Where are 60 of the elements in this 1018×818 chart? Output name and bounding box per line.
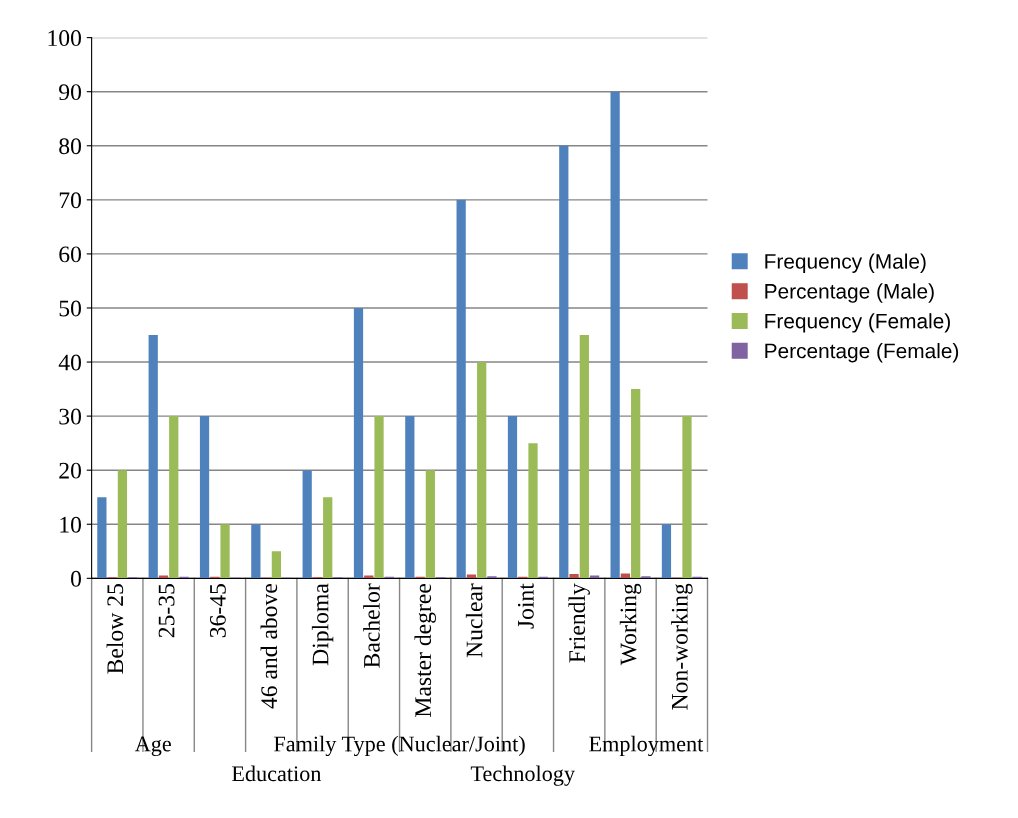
legend-label: Percentage (Female) bbox=[765, 343, 959, 363]
bar bbox=[559, 145, 569, 579]
text: Family Type (Nuclear/Joint) bbox=[274, 735, 525, 757]
legend-label: Percentage (Male) bbox=[765, 283, 934, 303]
bar bbox=[353, 307, 364, 579]
bar bbox=[425, 470, 435, 579]
bar bbox=[271, 551, 282, 579]
bar bbox=[631, 389, 641, 579]
bar bbox=[620, 573, 631, 579]
bar bbox=[323, 497, 333, 579]
y-tick-label: 20 bbox=[59, 462, 81, 479]
bar bbox=[148, 335, 158, 579]
bar bbox=[117, 470, 128, 579]
bar bbox=[199, 416, 210, 579]
bar bbox=[220, 524, 230, 579]
bar bbox=[251, 524, 261, 579]
y-tick-label: 30 bbox=[59, 408, 81, 425]
y-tick-label: 40 bbox=[58, 354, 81, 371]
x-tick-label: Non-working bbox=[671, 583, 693, 710]
y-tick-label: 90 bbox=[59, 84, 81, 101]
text: Age bbox=[134, 736, 171, 757]
y-tick-label: 100 bbox=[48, 30, 81, 47]
bar bbox=[507, 416, 518, 579]
x-tick-label: Master degree bbox=[414, 584, 436, 717]
x-tick-label: Diploma bbox=[311, 583, 334, 666]
bar bbox=[374, 416, 384, 579]
legend-label: Frequency (Female) bbox=[765, 313, 950, 333]
bar bbox=[97, 497, 107, 579]
bar bbox=[477, 362, 487, 579]
bar bbox=[487, 576, 497, 579]
y-tick-label: 60 bbox=[59, 246, 81, 263]
bar bbox=[528, 443, 538, 579]
bar bbox=[661, 524, 672, 579]
text: Education bbox=[231, 765, 322, 782]
x-tick-label: 25-35 bbox=[158, 584, 175, 638]
y-tick-label: 10 bbox=[60, 516, 81, 533]
y-tick-label: 80 bbox=[59, 138, 81, 155]
bar bbox=[641, 576, 651, 579]
bar bbox=[610, 91, 620, 579]
x-tick-label: 46 and above bbox=[260, 584, 278, 709]
bar bbox=[169, 416, 179, 579]
bar bbox=[579, 335, 589, 579]
bar bbox=[682, 416, 692, 579]
bar bbox=[405, 416, 415, 579]
x-tick-label: Nuclear bbox=[465, 583, 483, 658]
x-tick-label: 36-45 bbox=[209, 584, 226, 638]
y-tick-label: 0 bbox=[70, 570, 81, 587]
bar bbox=[456, 199, 466, 579]
text: Technology bbox=[470, 765, 575, 786]
x-tick-label: Working bbox=[619, 583, 642, 666]
legend-label: Frequency (Male) bbox=[765, 253, 926, 273]
y-tick-label: 50 bbox=[59, 300, 81, 317]
bar bbox=[569, 574, 579, 579]
text: Employment bbox=[589, 735, 704, 757]
x-tick-label: Below 25 bbox=[106, 584, 124, 674]
bar bbox=[302, 470, 312, 579]
y-tick-label: 70 bbox=[59, 192, 81, 209]
x-tick-label: Friendly bbox=[568, 583, 590, 663]
x-tick-label: Joint bbox=[517, 583, 534, 629]
x-tick-label: Bachelor bbox=[363, 583, 380, 668]
